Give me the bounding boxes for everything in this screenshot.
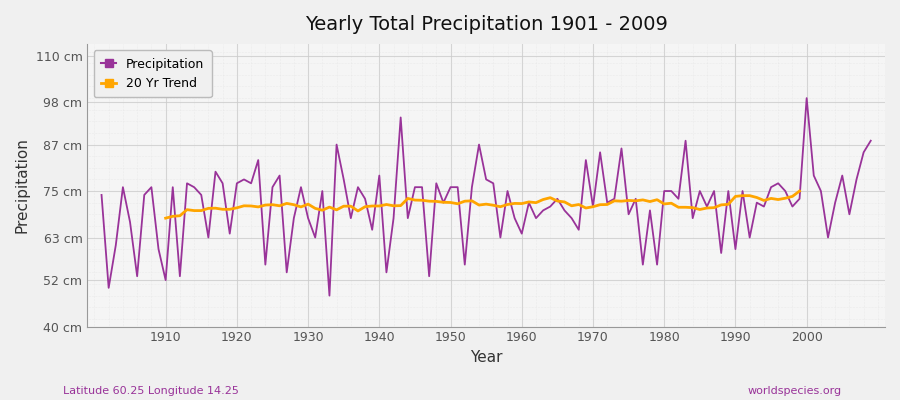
Text: Latitude 60.25 Longitude 14.25: Latitude 60.25 Longitude 14.25 — [63, 386, 238, 396]
Y-axis label: Precipitation: Precipitation — [15, 137, 30, 233]
X-axis label: Year: Year — [470, 350, 502, 365]
Text: worldspecies.org: worldspecies.org — [747, 386, 842, 396]
Title: Yearly Total Precipitation 1901 - 2009: Yearly Total Precipitation 1901 - 2009 — [305, 15, 668, 34]
Legend: Precipitation, 20 Yr Trend: Precipitation, 20 Yr Trend — [94, 50, 212, 97]
